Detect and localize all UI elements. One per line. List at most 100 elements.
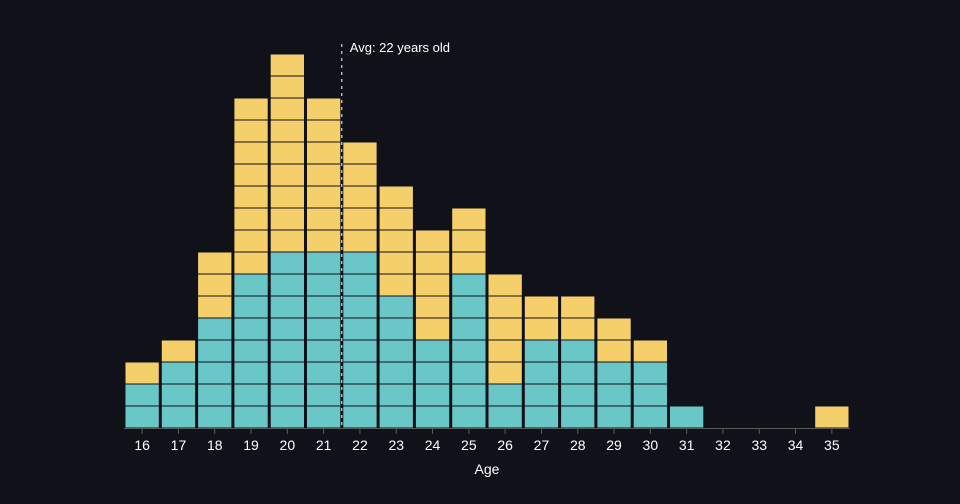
unit-cell-teal <box>561 340 595 362</box>
unit-cell-yellow <box>633 340 667 362</box>
x-tick-label: 17 <box>171 437 187 453</box>
unit-cell-yellow <box>524 296 558 318</box>
unit-cell-teal <box>343 274 377 296</box>
unit-cell-teal <box>307 274 341 296</box>
x-tick-label: 19 <box>243 437 259 453</box>
unit-cell-yellow <box>597 340 631 362</box>
unit-cell-yellow <box>307 208 341 230</box>
svg-root: 1617181920212223242526272829303132333435… <box>0 0 960 504</box>
unit-cell-yellow <box>379 230 413 252</box>
unit-cell-yellow <box>597 318 631 340</box>
unit-cell-yellow <box>234 230 268 252</box>
unit-cell-teal <box>452 296 486 318</box>
unit-cell-yellow <box>488 296 522 318</box>
unit-cell-teal <box>307 384 341 406</box>
unit-cell-yellow <box>198 252 232 274</box>
unit-cell-teal <box>379 362 413 384</box>
unit-cell-teal <box>125 384 159 406</box>
unit-cell-yellow <box>234 164 268 186</box>
unit-cell-yellow <box>415 296 449 318</box>
unit-cell-yellow <box>415 252 449 274</box>
unit-cell-yellow <box>524 318 558 340</box>
unit-cell-yellow <box>379 186 413 208</box>
unit-cell-teal <box>415 340 449 362</box>
unit-cell-teal <box>270 362 304 384</box>
avg-line-label: Avg: 22 years old <box>350 40 450 55</box>
unit-cell-teal <box>633 384 667 406</box>
unit-cell-teal <box>415 384 449 406</box>
x-tick-label: 34 <box>788 437 804 453</box>
unit-cell-yellow <box>234 142 268 164</box>
unit-cell-yellow <box>452 230 486 252</box>
unit-cell-yellow <box>270 54 304 76</box>
unit-cell-teal <box>198 406 232 428</box>
unit-cell-teal <box>307 362 341 384</box>
unit-cell-teal <box>343 318 377 340</box>
unit-cell-teal <box>270 318 304 340</box>
x-tick-label: 25 <box>461 437 477 453</box>
unit-cell-teal <box>452 340 486 362</box>
unit-cell-teal <box>561 406 595 428</box>
unit-cell-teal <box>561 362 595 384</box>
unit-cell-teal <box>452 384 486 406</box>
x-tick-label: 23 <box>388 437 404 453</box>
unit-cell-teal <box>343 252 377 274</box>
unit-cell-yellow <box>270 142 304 164</box>
unit-cell-teal <box>270 252 304 274</box>
unit-cell-yellow <box>307 230 341 252</box>
unit-cell-yellow <box>270 98 304 120</box>
unit-cell-yellow <box>307 186 341 208</box>
unit-cell-teal <box>234 406 268 428</box>
unit-cell-yellow <box>307 120 341 142</box>
unit-cell-teal <box>343 340 377 362</box>
unit-cell-teal <box>307 340 341 362</box>
unit-cell-teal <box>415 362 449 384</box>
unit-cell-teal <box>524 340 558 362</box>
unit-cell-teal <box>270 340 304 362</box>
x-tick-label: 24 <box>425 437 441 453</box>
unit-cell-yellow <box>488 362 522 384</box>
unit-cell-teal <box>270 296 304 318</box>
x-tick-label: 20 <box>280 437 296 453</box>
x-tick-label: 30 <box>643 437 659 453</box>
x-tick-label: 18 <box>207 437 223 453</box>
unit-cell-yellow <box>488 340 522 362</box>
unit-cell-teal <box>379 406 413 428</box>
unit-cell-teal <box>161 384 195 406</box>
unit-cell-yellow <box>452 252 486 274</box>
unit-cell-teal <box>161 406 195 428</box>
unit-cell-yellow <box>234 98 268 120</box>
unit-cell-yellow <box>161 340 195 362</box>
x-axis-title: Age <box>475 461 500 477</box>
unit-cell-teal <box>343 362 377 384</box>
unit-cell-teal <box>343 406 377 428</box>
unit-cell-teal <box>234 274 268 296</box>
unit-cell-yellow <box>815 406 849 428</box>
x-tick-label: 22 <box>352 437 368 453</box>
x-tick-label: 33 <box>751 437 767 453</box>
unit-cell-yellow <box>234 208 268 230</box>
unit-cell-yellow <box>343 230 377 252</box>
unit-cell-teal <box>379 384 413 406</box>
unit-cell-yellow <box>270 230 304 252</box>
x-tick-label: 21 <box>316 437 332 453</box>
unit-cell-teal <box>597 406 631 428</box>
unit-cell-teal <box>488 384 522 406</box>
unit-cell-yellow <box>270 76 304 98</box>
unit-cell-teal <box>234 340 268 362</box>
unit-cell-yellow <box>125 362 159 384</box>
unit-cell-yellow <box>488 318 522 340</box>
unit-cell-yellow <box>488 274 522 296</box>
x-tick-label: 32 <box>715 437 731 453</box>
unit-cell-teal <box>415 406 449 428</box>
unit-cell-teal <box>161 362 195 384</box>
unit-cell-teal <box>524 384 558 406</box>
unit-cell-teal <box>198 318 232 340</box>
unit-cell-yellow <box>379 274 413 296</box>
chart-container: 1617181920212223242526272829303132333435… <box>0 0 960 504</box>
unit-cell-teal <box>234 384 268 406</box>
unit-cell-yellow <box>234 120 268 142</box>
unit-cell-teal <box>379 318 413 340</box>
unit-cell-yellow <box>379 208 413 230</box>
unit-cell-teal <box>125 406 159 428</box>
